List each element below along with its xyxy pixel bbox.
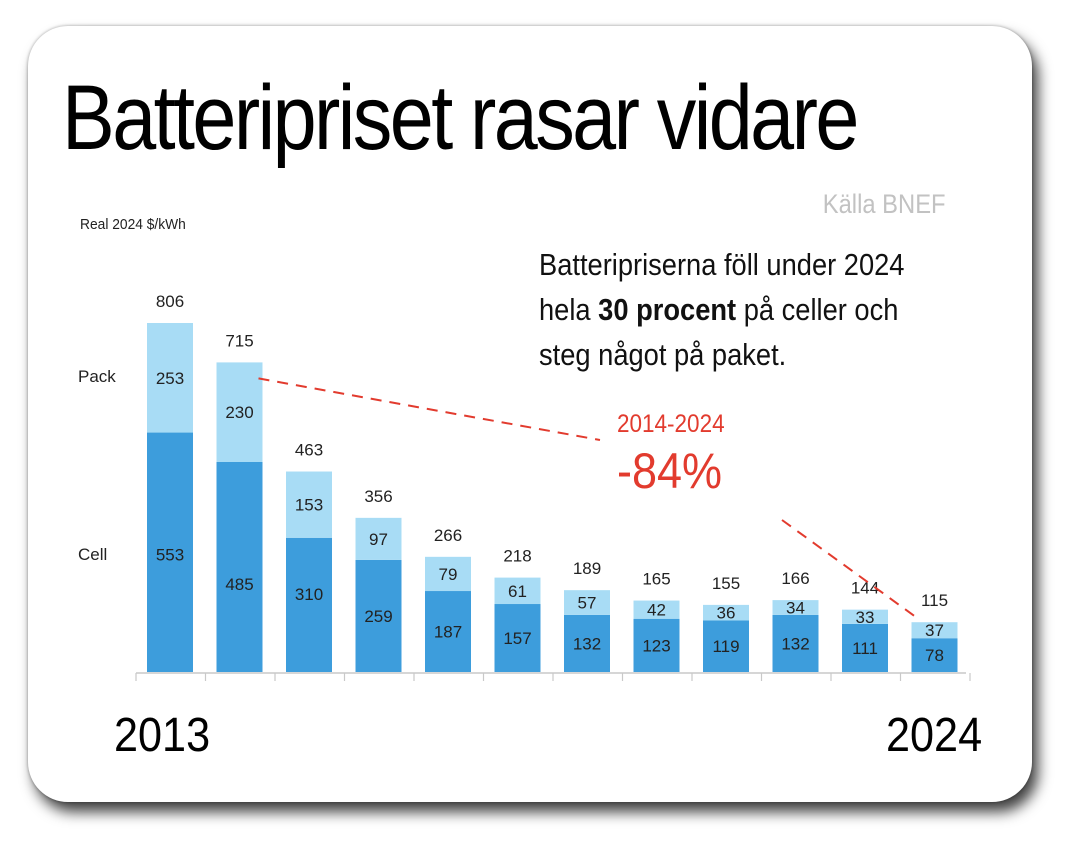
annotation-change: -84% xyxy=(617,443,723,499)
data-label-pack: 61 xyxy=(508,582,527,601)
bar-cell xyxy=(355,559,402,672)
trend-line-upper xyxy=(258,377,601,441)
callout-line-2: hela 30 procent på celler och xyxy=(539,287,904,332)
data-label-cell: 123 xyxy=(642,636,670,655)
y-axis-label: Real 2024 $/kWh xyxy=(80,216,186,233)
bar-cell xyxy=(703,620,749,672)
data-label-cell: 111 xyxy=(852,639,878,658)
callout-line-1: Batteripriserna föll under 2024 xyxy=(539,247,905,282)
bar-pack xyxy=(355,517,402,560)
bar-cell xyxy=(911,638,958,672)
data-label-total: 715 xyxy=(225,331,253,350)
data-label-pack: 97 xyxy=(369,530,388,549)
legend-label-pack: Pack xyxy=(78,367,116,386)
bar-pack xyxy=(147,323,193,433)
bar-cell xyxy=(564,614,610,672)
year-end-label: 2024 xyxy=(886,709,983,762)
data-label-pack: 34 xyxy=(786,598,805,617)
bar-pack xyxy=(286,471,332,538)
bar-cell xyxy=(633,618,680,672)
bar-pack xyxy=(216,362,263,462)
data-label-total: 155 xyxy=(712,574,740,593)
data-label-pack: 42 xyxy=(647,601,666,620)
bar-pack xyxy=(425,556,471,592)
data-label-pack: 37 xyxy=(925,621,944,640)
data-label-total: 144 xyxy=(851,579,879,598)
data-label-cell: 553 xyxy=(156,546,184,565)
data-label-cell: 485 xyxy=(225,575,253,594)
bar-pack xyxy=(911,622,958,639)
data-label-total: 266 xyxy=(434,526,462,545)
bar-cell xyxy=(425,591,471,672)
chart-title: Batteripriset rasar vidare xyxy=(62,67,859,169)
data-label-total: 356 xyxy=(364,487,392,506)
legend-label-cell: Cell xyxy=(78,545,107,564)
data-label-pack: 79 xyxy=(439,565,458,584)
data-label-total: 189 xyxy=(573,559,601,578)
data-label-total: 166 xyxy=(781,569,809,588)
bar-pack xyxy=(494,577,541,605)
year-start-label: 2013 xyxy=(114,709,211,762)
bar-pack xyxy=(564,590,610,615)
data-label-total: 806 xyxy=(156,292,184,311)
bar-pack xyxy=(633,600,680,619)
source-label: Källa BNEF xyxy=(823,189,946,219)
data-label-cell: 132 xyxy=(781,634,809,653)
data-label-pack: 33 xyxy=(856,608,875,627)
data-label-pack: 36 xyxy=(717,604,736,623)
bar-pack xyxy=(842,609,888,624)
callout-highlight: 30 procent xyxy=(598,292,737,327)
data-label-cell: 310 xyxy=(295,585,323,604)
data-label-cell: 78 xyxy=(925,646,944,665)
data-label-pack: 253 xyxy=(156,369,184,388)
trend-line-lower xyxy=(781,519,919,620)
callout-text: Batteripriserna föll under 2024 hela 30 … xyxy=(539,242,904,377)
bar-cell xyxy=(494,604,541,672)
data-label-cell: 132 xyxy=(573,634,601,653)
bar-pack xyxy=(772,600,819,615)
data-label-pack: 230 xyxy=(225,403,253,422)
bar-cell xyxy=(216,461,263,672)
bar-cell xyxy=(772,614,819,672)
bar-cell xyxy=(286,537,332,672)
data-label-cell: 119 xyxy=(712,637,739,656)
data-label-pack: 153 xyxy=(295,496,323,515)
bar-cell xyxy=(842,623,888,672)
bar-pack xyxy=(703,604,749,621)
annotation-period: 2014-2024 xyxy=(617,410,725,438)
data-label-total: 165 xyxy=(642,570,670,589)
data-label-cell: 259 xyxy=(364,607,392,626)
callout-line-3: steg något på paket. xyxy=(539,337,787,372)
data-label-cell: 157 xyxy=(503,629,531,648)
callout-line-2-post: på celler och xyxy=(736,292,899,327)
data-label-total: 115 xyxy=(921,591,948,610)
callout-line-2-pre: hela xyxy=(539,292,599,327)
bar-cell xyxy=(147,432,193,672)
data-label-pack: 57 xyxy=(578,594,597,613)
data-label-total: 463 xyxy=(295,441,323,460)
data-label-total: 218 xyxy=(503,547,531,566)
data-label-cell: 187 xyxy=(434,623,462,642)
